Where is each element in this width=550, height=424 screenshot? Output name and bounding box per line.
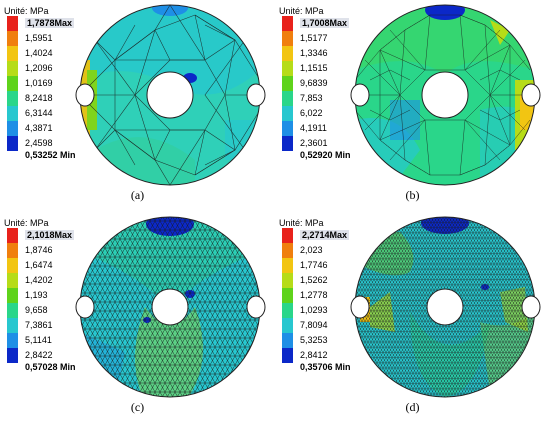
stress-contour-plot-d <box>350 216 541 398</box>
legend-tick: 1,3346 <box>300 48 328 58</box>
legend-c: Unité: MPa 2,1018Max 1,8746 1,6474 1,420… <box>4 218 76 375</box>
legend-min-label: 0,52920 Min <box>300 150 351 160</box>
legend-tick: 1,6474 <box>25 260 53 270</box>
panel-a: Unité: MPa 1,7878Max 1,5951 1,4024 1,209… <box>0 0 275 212</box>
legend-title: Unité: MPa <box>279 218 324 228</box>
panel-label: (c) <box>130 400 145 414</box>
panel-c: Unité: MPa 2,1018Max 1,8746 1,6474 1,420… <box>0 212 275 424</box>
legend-tick: 7,3861 <box>25 320 53 330</box>
panel-label: (b) <box>405 188 420 202</box>
legend-tick: 6,3144 <box>25 108 53 118</box>
legend-tick: 1,5262 <box>300 275 328 285</box>
legend-title: Unité: MPa <box>4 6 49 16</box>
legend-max-label: 2,1018Max <box>25 230 75 240</box>
legend-a: Unité: MPa 1,7878Max 1,5951 1,4024 1,209… <box>4 6 76 163</box>
legend-tick: 9,6839 <box>300 78 328 88</box>
legend-max-label: 1,7878Max <box>25 18 75 28</box>
legend-tick: 2,3601 <box>300 138 328 148</box>
legend-tick: 4,3871 <box>25 123 53 133</box>
legend-row: 1,7878Max <box>4 16 75 31</box>
panel-label: (a) <box>130 188 145 202</box>
legend-tick: 1,5177 <box>300 33 328 43</box>
legend-tick: 7,853 <box>300 93 323 103</box>
legend-d: Unité: MPa 2,2714Max 2,023 1,7746 1,5262… <box>279 218 351 375</box>
panel-d: Unité: MPa 2,2714Max 2,023 1,7746 1,5262… <box>275 212 550 424</box>
legend-tick: 6,022 <box>300 108 323 118</box>
legend-tick: 2,8422 <box>25 350 53 360</box>
legend-max-label: 1,7008Max <box>300 18 350 28</box>
legend-tick: 1,5951 <box>25 33 53 43</box>
legend-tick: 1,4202 <box>25 275 53 285</box>
legend-tick: 1,4024 <box>25 48 53 58</box>
panel-b: Unité: MPa 1,7008Max 1,5177 1,3346 1,151… <box>275 0 550 212</box>
legend-title: Unité: MPa <box>4 218 49 228</box>
legend-tick: 1,0169 <box>25 78 53 88</box>
legend-b: Unité: MPa 1,7008Max 1,5177 1,3346 1,151… <box>279 6 351 163</box>
legend-min-label: 0,35706 Min <box>300 362 351 372</box>
stress-contour-plot-c <box>75 216 266 398</box>
legend-tick: 2,4598 <box>25 138 53 148</box>
legend-title: Unité: MPa <box>279 6 324 16</box>
panel-label: (d) <box>405 400 420 414</box>
stress-contour-plot-a <box>75 4 266 186</box>
legend-tick: 1,8746 <box>25 245 53 255</box>
legend-tick: 8,2418 <box>25 93 53 103</box>
legend-tick: 9,658 <box>25 305 48 315</box>
legend-tick: 2,023 <box>300 245 323 255</box>
legend-tick: 1,2096 <box>25 63 53 73</box>
legend-tick: 1,1515 <box>300 63 328 73</box>
stress-contour-plot-b <box>350 4 541 186</box>
legend-tick: 7,8094 <box>300 320 328 330</box>
legend-tick: 5,3253 <box>300 335 328 345</box>
legend-tick: 4,1911 <box>300 123 327 133</box>
legend-min-label: 0,57028 Min <box>25 362 76 372</box>
legend-tick: 1,193 <box>25 290 48 300</box>
legend-tick: 1,7746 <box>300 260 328 270</box>
legend-min-label: 0,53252 Min <box>25 150 76 160</box>
legend-tick: 5,1141 <box>25 335 52 345</box>
legend-tick: 1,0293 <box>300 305 328 315</box>
legend-tick: 2,8412 <box>300 350 328 360</box>
legend-tick: 1,2778 <box>300 290 328 300</box>
legend-max-label: 2,2714Max <box>300 230 350 240</box>
